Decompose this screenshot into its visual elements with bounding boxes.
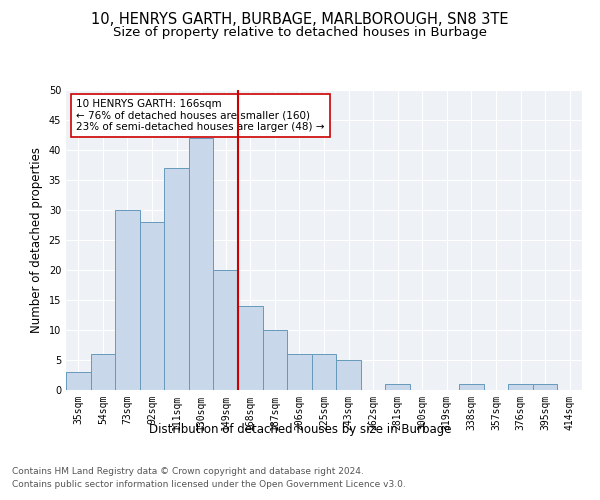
Text: Size of property relative to detached houses in Burbage: Size of property relative to detached ho… xyxy=(113,26,487,39)
Bar xyxy=(238,306,263,390)
Bar xyxy=(287,354,312,390)
Bar xyxy=(312,354,336,390)
Text: 10, HENRYS GARTH, BURBAGE, MARLBOROUGH, SN8 3TE: 10, HENRYS GARTH, BURBAGE, MARLBOROUGH, … xyxy=(91,12,509,28)
Y-axis label: Number of detached properties: Number of detached properties xyxy=(30,147,43,333)
Bar xyxy=(508,384,533,390)
Bar xyxy=(385,384,410,390)
Bar xyxy=(533,384,557,390)
Bar xyxy=(336,360,361,390)
Bar xyxy=(214,270,238,390)
Bar xyxy=(189,138,214,390)
Bar xyxy=(66,372,91,390)
Text: Contains public sector information licensed under the Open Government Licence v3: Contains public sector information licen… xyxy=(12,480,406,489)
Bar xyxy=(140,222,164,390)
Bar xyxy=(263,330,287,390)
Text: 10 HENRYS GARTH: 166sqm
← 76% of detached houses are smaller (160)
23% of semi-d: 10 HENRYS GARTH: 166sqm ← 76% of detache… xyxy=(76,99,325,132)
Bar xyxy=(164,168,189,390)
Bar xyxy=(91,354,115,390)
Text: Distribution of detached houses by size in Burbage: Distribution of detached houses by size … xyxy=(149,422,451,436)
Bar xyxy=(459,384,484,390)
Text: Contains HM Land Registry data © Crown copyright and database right 2024.: Contains HM Land Registry data © Crown c… xyxy=(12,468,364,476)
Bar xyxy=(115,210,140,390)
